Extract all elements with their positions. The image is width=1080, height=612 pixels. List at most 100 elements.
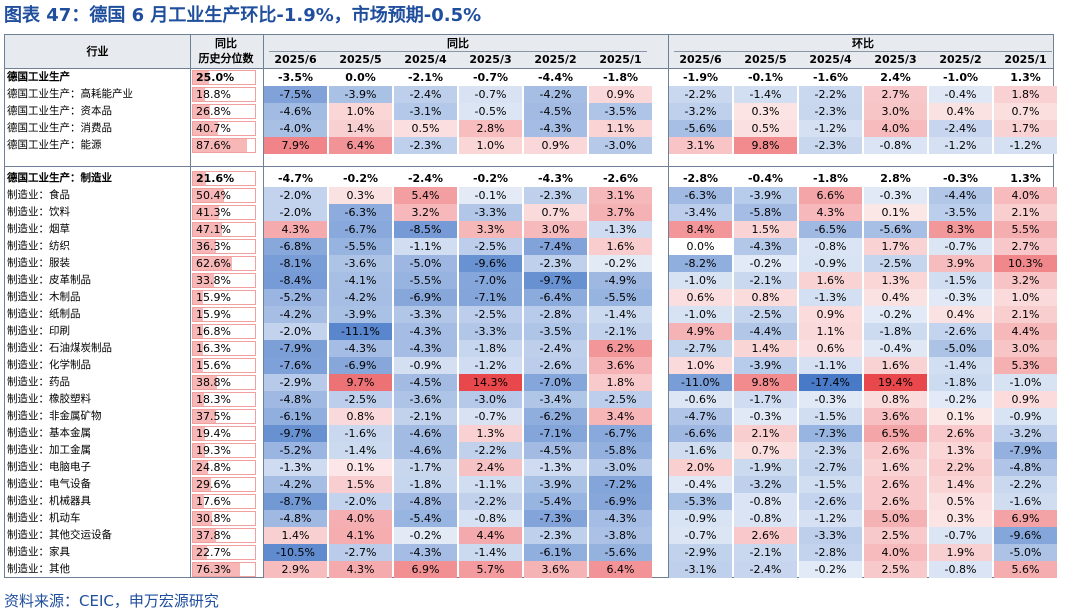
group-separator: [5, 166, 1053, 167]
mom-cell: 0.3%: [734, 103, 797, 120]
header-mom-month: 2025/3: [874, 53, 917, 66]
percentile-bar-fill: [193, 71, 209, 84]
percentile-value: 38.8%: [196, 376, 231, 389]
mom-cell: -2.1%: [734, 272, 797, 289]
row-name: 制造业：化学制品: [7, 359, 91, 371]
mom-cell: -5.0%: [929, 340, 992, 357]
yoy-cell: -2.3%: [524, 255, 587, 272]
percentile-bar: [192, 324, 256, 339]
yoy-cell: -7.9%: [264, 340, 327, 357]
header-yoy-group: 同比: [447, 37, 469, 50]
mom-cell: -3.4%: [669, 204, 732, 221]
mom-cell: -17.4%: [799, 374, 862, 391]
header-mom-month: 2025/4: [809, 53, 852, 66]
percentile-bar: [192, 477, 256, 492]
yoy-cell: -1.1%: [394, 238, 457, 255]
mom-cell: -3.9%: [734, 357, 797, 374]
yoy-cell: 5.4%: [394, 187, 457, 204]
yoy-cell: 0.1%: [329, 459, 392, 476]
percentile-bar-fill: [193, 444, 205, 457]
row-name: 德国工业生产：能源: [7, 139, 102, 151]
yoy-cell: -1.8%: [394, 476, 457, 493]
yoy-cell: -2.3%: [394, 137, 457, 154]
percentile-value: 36.3%: [196, 240, 231, 253]
percentile-value: 16.3%: [196, 342, 231, 355]
percentile-bar: [192, 239, 256, 254]
row-name: 制造业：基本金属: [7, 427, 91, 439]
yoy-cell: 14.3%: [459, 374, 522, 391]
mom-cell: -0.3%: [929, 289, 992, 306]
yoy-cell: 1.6%: [589, 238, 652, 255]
yoy-cell: -2.5%: [459, 238, 522, 255]
yoy-cell: -2.4%: [394, 86, 457, 103]
mom-cell: -2.8%: [799, 544, 862, 561]
yoy-cell: -4.2%: [264, 306, 327, 323]
mom-cell: 1.7%: [864, 238, 927, 255]
mom-cell: -2.8%: [682, 172, 719, 185]
percentile-bar: [192, 138, 256, 153]
yoy-cell: -4.2%: [524, 86, 587, 103]
yoy-cell: 9.7%: [329, 374, 392, 391]
header-mom-month: 2025/2: [939, 53, 982, 66]
yoy-cell: -4.3%: [394, 323, 457, 340]
row-name: 制造业：印刷: [7, 325, 70, 337]
yoy-cell: 4.3%: [329, 561, 392, 578]
yoy-cell: -7.0%: [524, 374, 587, 391]
mom-cell: -5.6%: [864, 221, 927, 238]
mom-cell: -1.0%: [994, 374, 1057, 391]
row-name: 德国工业生产: [7, 71, 70, 83]
percentile-bar: [192, 375, 256, 390]
mom-cell: -6.5%: [799, 221, 862, 238]
yoy-cell: 1.1%: [589, 120, 652, 137]
percentile-value: 29.6%: [196, 478, 231, 491]
yoy-cell: 3.7%: [589, 204, 652, 221]
yoy-cell: -2.0%: [264, 204, 327, 221]
yoy-cell: 1.4%: [264, 527, 327, 544]
yoy-cell: -1.4%: [329, 442, 392, 459]
percentile-bar-fill: [193, 206, 219, 219]
percentile-value: 18.8%: [196, 88, 231, 101]
percentile-value: 62.6%: [196, 257, 231, 270]
yoy-cell: -2.8%: [524, 306, 587, 323]
yoy-cell: -6.1%: [524, 544, 587, 561]
yoy-cell: -3.0%: [589, 459, 652, 476]
percentile-bar-fill: [193, 393, 205, 406]
yoy-cell: -3.9%: [524, 476, 587, 493]
header-mom-month: 2025/6: [679, 53, 722, 66]
mom-cell: -5.8%: [734, 204, 797, 221]
column-divider: [668, 35, 669, 577]
mom-cell: -1.4%: [929, 357, 992, 374]
yoy-cell: 4.3%: [264, 221, 327, 238]
yoy-cell: -5.2%: [264, 442, 327, 459]
percentile-bar: [192, 392, 256, 407]
yoy-cell: -1.2%: [459, 357, 522, 374]
mom-cell: -2.5%: [734, 306, 797, 323]
yoy-cell: 0.8%: [329, 408, 392, 425]
yoy-cell: -8.5%: [394, 221, 457, 238]
mom-cell: -0.8%: [799, 238, 862, 255]
percentile-bar: [192, 70, 256, 85]
mom-cell: -5.6%: [669, 120, 732, 137]
mom-cell: -0.9%: [994, 408, 1057, 425]
yoy-cell: -5.6%: [589, 544, 652, 561]
yoy-cell: -2.0%: [329, 493, 392, 510]
mom-cell: -0.4%: [747, 172, 784, 185]
yoy-cell: 1.5%: [329, 476, 392, 493]
row-name: 德国工业生产：高耗能产业: [7, 88, 133, 100]
percentile-value: 37.5%: [196, 410, 231, 423]
yoy-cell: -5.8%: [589, 442, 652, 459]
yoy-cell: -4.3%: [329, 340, 392, 357]
yoy-cell: 1.4%: [329, 120, 392, 137]
mom-cell: 4.0%: [864, 120, 927, 137]
mom-cell: 0.1%: [864, 204, 927, 221]
mom-cell: 2.1%: [994, 204, 1057, 221]
yoy-cell: -5.2%: [264, 289, 327, 306]
mom-cell: -1.6%: [669, 442, 732, 459]
yoy-cell: 0.3%: [329, 187, 392, 204]
figure-title: 图表 47：德国 6 月工业生产环比-1.9%，市场预期-0.5%: [4, 5, 482, 26]
mom-cell: 0.6%: [669, 289, 732, 306]
percentile-bar: [192, 358, 256, 373]
percentile-value: 76.3%: [196, 563, 231, 576]
yoy-cell: -4.8%: [264, 391, 327, 408]
mom-cell: 0.4%: [929, 306, 992, 323]
